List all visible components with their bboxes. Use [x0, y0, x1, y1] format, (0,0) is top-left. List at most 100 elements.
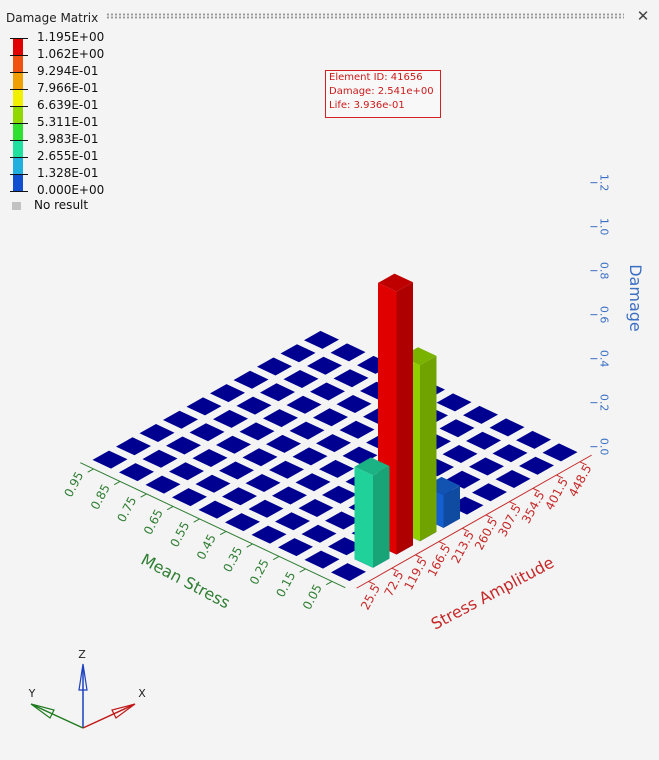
matrix-cell: [278, 538, 313, 557]
matrix-cell: [330, 343, 366, 362]
y-tick-label: 0.55: [167, 519, 192, 549]
legend-label: 2.655E-01: [37, 149, 99, 163]
bars: [354, 273, 460, 568]
matrix-cell: [336, 395, 372, 413]
x-tick: [391, 567, 399, 572]
bar-face-side: [443, 485, 460, 528]
matrix-cell: [92, 450, 128, 469]
z-tick-label: 0.8: [597, 262, 610, 280]
y-tick: [325, 580, 333, 586]
bar-face-top: [378, 273, 413, 292]
matrix-cell: [198, 500, 234, 519]
legend-tick: [10, 157, 28, 158]
x-tick-label: 25.5: [358, 582, 383, 612]
matrix-cell: [328, 537, 363, 556]
close-icon[interactable]: ✕: [636, 7, 650, 25]
matrix-cell: [466, 431, 501, 450]
legend-label: 7.966E-01: [37, 81, 99, 95]
matrix-cell: [251, 525, 287, 544]
legend-swatch: [13, 174, 23, 191]
legend-tick: [10, 106, 28, 107]
matrix-cell: [266, 434, 301, 453]
x-tick: [532, 487, 540, 492]
y-tick-label: 0.15: [273, 569, 298, 599]
legend-tick: [10, 38, 28, 39]
x-tick: [556, 474, 564, 479]
legend-swatch: [13, 123, 23, 140]
drag-grip[interactable]: [106, 13, 624, 19]
matrix-cell: [301, 524, 337, 543]
matrix-cell: [292, 447, 328, 466]
triad-x-axis: [82, 704, 134, 729]
matrix-cell: [331, 563, 366, 582]
y-tick-label: 0.85: [88, 482, 113, 512]
legend-label: 0.000E+00: [37, 183, 105, 197]
matrix-cell: [216, 435, 251, 454]
matrix-cell: [236, 396, 272, 415]
matrix-cell: [442, 445, 478, 463]
matrix-cell: [463, 405, 498, 424]
matrix-cell: [269, 460, 304, 479]
legend-tick: [10, 55, 28, 56]
matrix-cell: [145, 475, 181, 494]
matrix-cell: [542, 443, 578, 462]
matrix-cell: [166, 436, 201, 455]
matrix-cell: [339, 420, 375, 439]
matrix-cell: [439, 419, 475, 438]
matrix-cell: [213, 409, 248, 428]
triad-y-axis: [32, 704, 84, 729]
matrix-cell: [163, 410, 198, 429]
y-tick: [87, 468, 94, 473]
matrix-cell: [239, 422, 275, 441]
y-tick-label: 0.75: [114, 494, 139, 524]
matrix-cell: [516, 430, 551, 449]
y-tick: [166, 505, 174, 511]
legend-tick: [10, 191, 28, 192]
matrix-cell: [260, 383, 295, 402]
triad-y-label: Y: [28, 687, 36, 700]
x-tick: [415, 554, 423, 559]
y-tick: [113, 480, 121, 486]
matrix-cell: [333, 369, 369, 388]
matrix-cell: [283, 370, 319, 388]
y-tick-label: 0.05: [300, 582, 325, 612]
x-tick: [485, 514, 493, 519]
y-axis-label: Mean Stress: [138, 550, 233, 613]
matrix-cell: [295, 473, 331, 492]
bar-face-front: [354, 466, 373, 568]
legend-swatch: [13, 89, 23, 106]
legend-tick: [10, 72, 28, 73]
matrix-cell: [316, 434, 351, 453]
matrix-cell: [469, 457, 504, 476]
matrix-cell: [186, 397, 222, 416]
matrix-cell: [304, 330, 339, 349]
z-axis: 0.0 0.2 0.4 0.6 0.8 1.0 1.2 Damage: [590, 174, 645, 455]
triad-y-arrow: [30, 703, 55, 719]
matrix-cell: [445, 470, 481, 489]
z-tick-label: 1.2: [597, 174, 610, 192]
matrix-cell: [172, 488, 207, 507]
legend-tick: [10, 174, 28, 175]
matrix-cell: [436, 393, 472, 412]
z-tick-label: 0.6: [597, 306, 610, 324]
legend-label: 1.062E+00: [37, 47, 105, 61]
legend-label: 6.639E-01: [37, 98, 99, 112]
legend-swatch: [13, 72, 23, 89]
matrix-cell: [313, 408, 348, 427]
legend-swatch: [13, 157, 23, 174]
bar-face-side: [373, 466, 390, 568]
x-axis-label: Stress Amplitude: [428, 553, 557, 634]
matrix-cell: [495, 470, 531, 488]
matrix-cell: [322, 485, 357, 504]
y-tick: [140, 493, 147, 498]
y-tick-label: 0.25: [247, 557, 272, 587]
matrix-cell: [142, 449, 178, 468]
matrix-cell: [248, 499, 284, 518]
legend-label: 1.195E+00: [37, 30, 105, 44]
x-tick: [368, 581, 376, 586]
matrix-cell: [304, 550, 340, 569]
z-tick-label: 0.2: [597, 394, 610, 412]
triad-z-label: Z: [78, 648, 86, 661]
y-tick-label: 0.65: [141, 507, 166, 537]
